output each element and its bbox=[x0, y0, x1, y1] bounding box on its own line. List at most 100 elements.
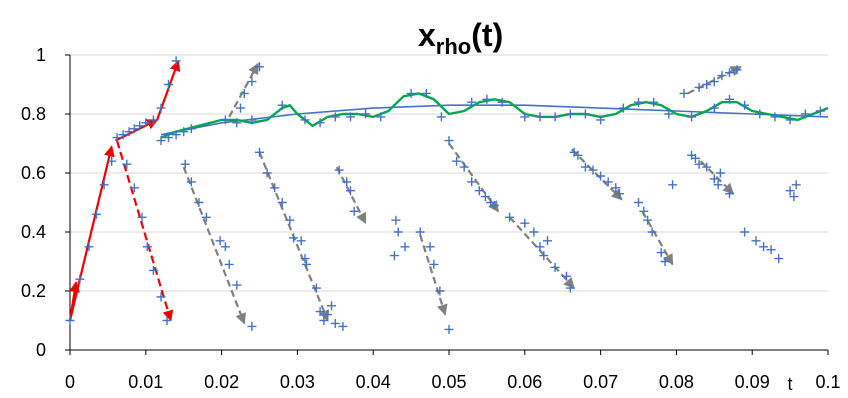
x-tick-label: 0.07 bbox=[583, 372, 618, 392]
data-point bbox=[490, 200, 499, 210]
data-point bbox=[346, 186, 355, 196]
gray-arrow bbox=[182, 166, 246, 325]
data-point bbox=[596, 171, 606, 181]
data-point bbox=[118, 130, 128, 140]
data-point bbox=[660, 257, 670, 266]
data-point bbox=[156, 103, 166, 113]
gray-arrow bbox=[419, 234, 448, 316]
data-point bbox=[690, 153, 700, 163]
data-point bbox=[296, 236, 306, 246]
data-point bbox=[129, 183, 139, 193]
x-tick-label: 0 bbox=[65, 372, 75, 392]
data-point bbox=[164, 133, 173, 143]
data-point bbox=[247, 115, 257, 125]
tick-labels: 0 0.2 0.4 0.6 0.8 1 0 0.01 0.02 0.03 0.04 0.05 0.06 0… bbox=[21, 45, 841, 392]
data-point bbox=[421, 88, 431, 98]
data-point bbox=[255, 147, 264, 157]
data-point bbox=[603, 177, 613, 187]
fit-lines bbox=[160, 92, 829, 139]
data-point bbox=[323, 310, 333, 320]
data-point bbox=[459, 162, 469, 172]
data-point bbox=[92, 209, 101, 219]
data-point bbox=[220, 242, 230, 252]
data-point bbox=[520, 112, 530, 122]
data-point bbox=[732, 65, 742, 75]
x-tick-label: 0.08 bbox=[659, 372, 694, 392]
data-point bbox=[311, 283, 321, 293]
data-point bbox=[615, 189, 624, 199]
data-point bbox=[755, 109, 765, 119]
data-point bbox=[302, 259, 311, 269]
data-point bbox=[435, 286, 445, 296]
data-point bbox=[124, 127, 134, 137]
data-point bbox=[588, 165, 598, 175]
data-point bbox=[376, 112, 386, 122]
data-point bbox=[415, 227, 425, 237]
data-point bbox=[482, 94, 492, 104]
data-point bbox=[400, 242, 410, 252]
data-point bbox=[785, 115, 795, 125]
data-point bbox=[770, 112, 780, 122]
data-points bbox=[65, 56, 825, 334]
data-point bbox=[580, 109, 590, 119]
gray-arrow bbox=[699, 160, 735, 195]
data-point bbox=[194, 198, 204, 207]
y-tick-label: 0.8 bbox=[21, 104, 46, 124]
data-point bbox=[342, 177, 352, 187]
data-point bbox=[315, 118, 325, 128]
data-point bbox=[137, 212, 147, 222]
data-point bbox=[99, 180, 109, 190]
data-point bbox=[550, 262, 560, 272]
data-point bbox=[247, 77, 257, 87]
data-point bbox=[774, 254, 784, 264]
data-point bbox=[349, 206, 359, 216]
y-tick-label: 0.4 bbox=[21, 222, 46, 242]
data-point bbox=[474, 186, 484, 196]
data-point bbox=[759, 242, 769, 252]
chart-title: xrho(t) bbox=[418, 17, 503, 59]
data-point bbox=[239, 88, 249, 98]
data-point bbox=[815, 106, 825, 116]
data-point bbox=[800, 109, 810, 119]
data-point bbox=[277, 198, 287, 207]
data-point bbox=[444, 324, 454, 334]
data-point bbox=[112, 133, 122, 143]
oscillating-fit-line bbox=[160, 92, 829, 139]
data-point bbox=[135, 121, 145, 131]
data-point bbox=[300, 115, 310, 125]
data-point bbox=[702, 80, 712, 89]
data-point bbox=[452, 156, 462, 166]
data-point bbox=[766, 245, 776, 255]
data-point bbox=[315, 307, 325, 317]
gray-arrow bbox=[228, 62, 259, 118]
data-point bbox=[75, 274, 85, 284]
data-point bbox=[467, 97, 477, 107]
data-point bbox=[232, 118, 242, 128]
data-point bbox=[156, 136, 166, 146]
title-main: x bbox=[418, 17, 436, 53]
data-point bbox=[505, 212, 515, 222]
data-point bbox=[709, 174, 719, 184]
data-point bbox=[180, 159, 190, 169]
data-point bbox=[156, 292, 166, 302]
data-point bbox=[107, 156, 117, 166]
y-tick-label: 1 bbox=[36, 45, 46, 65]
data-point bbox=[65, 316, 75, 325]
gray-arrow bbox=[508, 216, 575, 289]
data-point bbox=[436, 112, 446, 122]
data-point bbox=[543, 236, 552, 246]
data-point bbox=[643, 215, 653, 225]
data-point bbox=[639, 206, 649, 216]
data-point bbox=[664, 109, 674, 119]
data-point bbox=[319, 316, 329, 325]
data-point bbox=[725, 189, 734, 199]
data-point bbox=[232, 280, 242, 290]
data-point bbox=[361, 109, 371, 119]
data-point bbox=[715, 168, 725, 178]
gray-arrow bbox=[571, 148, 623, 201]
data-point bbox=[713, 180, 723, 190]
data-point bbox=[580, 162, 590, 172]
data-point bbox=[694, 82, 704, 92]
title-tail: (t) bbox=[471, 17, 503, 53]
data-point bbox=[220, 115, 230, 125]
